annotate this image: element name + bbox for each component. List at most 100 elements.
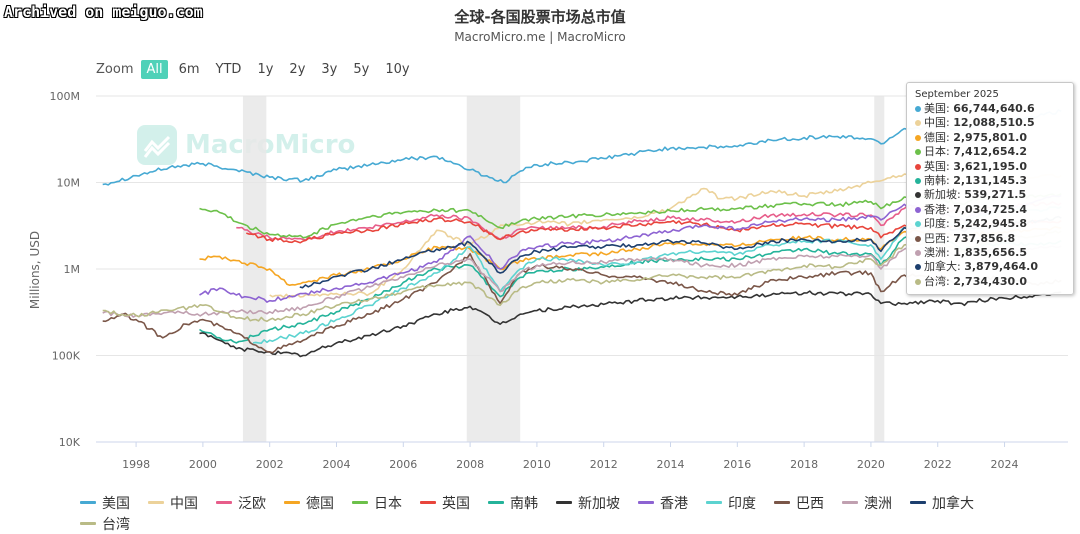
legend-item[interactable]: 中国 <box>148 492 198 513</box>
x-tick-label: 2002 <box>256 458 284 471</box>
tooltip-series-value: 3,621,195.0 <box>953 159 1027 173</box>
x-tick-label: 2018 <box>790 458 818 471</box>
legend-label: 巴西 <box>796 495 824 512</box>
tooltip-series-value: 5,242,945.8 <box>953 217 1027 231</box>
tooltip-dot-icon <box>915 106 921 112</box>
tooltip-row: 美国: 66,744,640.6 <box>915 102 1067 116</box>
legend-item[interactable]: 英国 <box>420 492 470 513</box>
chart-subtitle: MacroMicro.me | MacroMicro <box>454 30 626 44</box>
legend-item[interactable]: 加拿大 <box>910 492 974 513</box>
tooltip-series-name: 英国: <box>924 159 954 173</box>
tooltip-series-value: 737,856.8 <box>953 231 1016 245</box>
tooltip-series-name: 日本: <box>924 145 954 159</box>
legend-label: 英国 <box>442 495 470 512</box>
tooltip-row: 德国: 2,975,801.0 <box>915 131 1067 145</box>
legend-item[interactable]: 德国 <box>284 492 334 513</box>
zoom-button-all[interactable]: All <box>141 60 168 79</box>
x-tick-label: 2004 <box>322 458 350 471</box>
legend-label: 新加坡 <box>578 495 620 512</box>
tooltip-series-name: 巴西: <box>924 231 954 245</box>
tooltip-series-value: 2,975,801.0 <box>953 130 1027 144</box>
legend-line-icon <box>216 501 232 504</box>
tooltip-dot-icon <box>915 250 921 257</box>
zoom-button-3y[interactable]: 3y <box>321 62 338 77</box>
legend-line-icon <box>556 501 572 504</box>
y-tick-label: 100K <box>52 350 81 363</box>
tooltip-series-value: 7,412,654.2 <box>953 145 1027 159</box>
legend-label: 香港 <box>660 495 688 512</box>
zoom-label: Zoom <box>96 62 134 77</box>
tooltip-series-value: 7,034,725.4 <box>953 202 1027 216</box>
tooltip-row: 澳洲: 1,835,656.5 <box>915 246 1067 260</box>
x-tick-label: 1998 <box>122 458 150 471</box>
archive-watermark: Archived on meiguo.com <box>4 3 203 21</box>
y-tick-label: 1M <box>64 263 81 276</box>
legend-item[interactable]: 巴西 <box>774 492 824 513</box>
legend-line-icon <box>638 501 654 504</box>
legend-line-icon <box>80 501 96 504</box>
series-line-10 <box>102 253 1062 354</box>
tooltip-series-name: 香港: <box>924 202 954 216</box>
watermark-text: MacroMicro <box>185 130 356 160</box>
tooltip-dot-icon <box>915 264 921 271</box>
legend-item[interactable]: 台湾 <box>80 513 130 534</box>
x-tick-label: 2012 <box>590 458 618 471</box>
legend-item[interactable]: 澳洲 <box>842 492 892 513</box>
tooltip-row: 印度: 5,242,945.8 <box>915 217 1067 231</box>
series-line-0 <box>102 109 1062 186</box>
tooltip-row: 中国: 12,088,510.5 <box>915 116 1067 130</box>
zoom-button-ytd[interactable]: YTD <box>215 62 242 77</box>
zoom-button-6m[interactable]: 6m <box>178 62 200 77</box>
tooltip-row: 加拿大: 3,879,464.0 <box>915 260 1067 274</box>
legend-line-icon <box>842 501 858 504</box>
legend-label: 加拿大 <box>932 495 974 512</box>
tooltip-row: 南韩: 2,131,145.3 <box>915 174 1067 188</box>
tooltip-dot-icon <box>915 278 921 285</box>
tooltip-dot-icon <box>915 163 921 170</box>
tooltip-series-value: 3,879,464.0 <box>964 260 1038 274</box>
zoom-button-2y[interactable]: 2y <box>289 62 306 77</box>
y-tick-label: 100M <box>50 90 81 103</box>
legend-line-icon <box>148 501 164 504</box>
legend-item[interactable]: 新加坡 <box>556 492 620 513</box>
legend-line-icon <box>420 501 436 504</box>
y-tick-label: 10K <box>59 436 81 449</box>
legend-item[interactable]: 日本 <box>352 492 402 513</box>
x-tick-label: 2016 <box>723 458 751 471</box>
x-tick-label: 2020 <box>857 458 885 471</box>
zoom-button-10y[interactable]: 10y <box>385 62 410 77</box>
tooltip-series-name: 德国: <box>924 130 954 144</box>
zoom-button-1y[interactable]: 1y <box>257 62 274 77</box>
y-axis-label: Millions, USD <box>28 231 42 309</box>
tooltip-date: September 2025 <box>915 89 999 100</box>
legend-line-icon <box>774 501 790 504</box>
legend-item[interactable]: 美国 <box>80 492 130 513</box>
tooltip-series-value: 539,271.5 <box>964 188 1027 202</box>
legend-item[interactable]: 印度 <box>706 492 756 513</box>
legend-item[interactable]: 香港 <box>638 492 688 513</box>
tooltip-series-name: 澳洲: <box>924 246 954 260</box>
legend-line-icon <box>80 522 96 525</box>
legend-item[interactable]: 泛欧 <box>216 492 266 513</box>
tooltip-dot-icon <box>915 206 921 213</box>
tooltip-series-name: 新加坡: <box>924 188 965 202</box>
legend-label: 德国 <box>306 495 334 512</box>
tooltip-series-value: 66,744,640.6 <box>953 102 1035 115</box>
tooltip-row: 香港: 7,034,725.4 <box>915 203 1067 217</box>
macromicro-watermark: MacroMicro <box>137 125 355 165</box>
zoom-controls: Zoom All 6m YTD 1y 2y 3y 5y 10y <box>96 60 421 79</box>
tooltip-dot-icon <box>915 134 921 141</box>
tooltip-series-value: 1,835,656.5 <box>953 246 1027 260</box>
tooltip-series-name: 加拿大: <box>924 260 965 274</box>
legend-label: 台湾 <box>102 516 130 533</box>
legend-label: 中国 <box>170 495 198 512</box>
x-tick-label: 2014 <box>657 458 685 471</box>
x-tick-label: 2006 <box>389 458 417 471</box>
tooltip-series-name: 南韩: <box>924 174 954 188</box>
tooltip-dot-icon <box>915 178 921 185</box>
zoom-button-5y[interactable]: 5y <box>353 62 370 77</box>
legend-item[interactable]: 南韩 <box>488 492 538 513</box>
legend: 美国 中国 泛欧 德国 日本 英国 南韩 新加坡 香港 印度 巴西 澳洲 加拿大台湾 <box>80 492 1040 534</box>
tooltip-series-name: 美国: <box>924 102 954 115</box>
legend-label: 日本 <box>374 495 402 512</box>
